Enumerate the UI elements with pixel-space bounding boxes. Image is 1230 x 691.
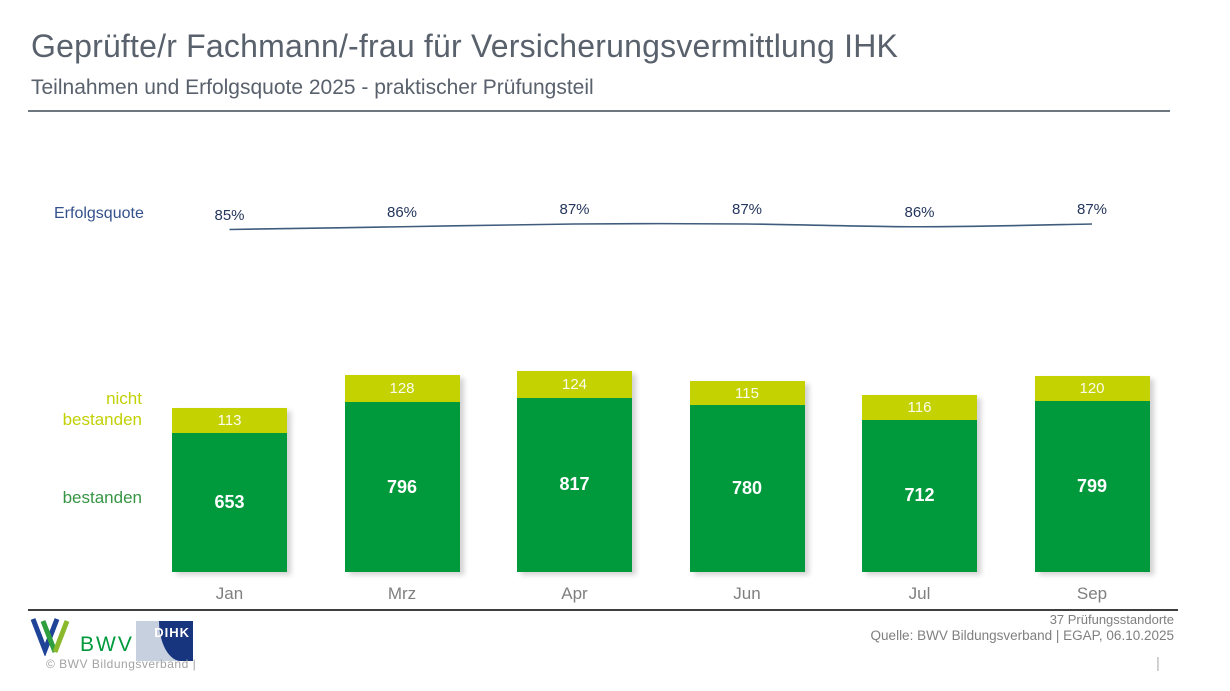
copyright-note: © BWV Bildungsverband |	[46, 657, 197, 671]
x-axis-label: Apr	[561, 584, 588, 603]
bar-segment-nicht-bestanden: 113	[172, 408, 287, 433]
line-value-label: 87%	[559, 201, 590, 218]
page-number-divider: |	[1156, 655, 1160, 672]
bar-segment-nicht-bestanden: 128	[344, 374, 460, 403]
x-axis-label: Mrz	[387, 584, 417, 603]
bar-segment-bestanden: 780	[689, 405, 805, 572]
source-note: Quelle: BWV Bildungsverband | EGAP, 06.1…	[870, 628, 1174, 643]
footer-divider	[28, 609, 1178, 611]
stacked-bar-Jul: 116 712	[862, 395, 977, 572]
bar-segment-bestanden: 712	[862, 419, 977, 572]
bar-segment-nicht-bestanden: 120	[1034, 375, 1150, 402]
stacked-bar-Jan: 113 653	[172, 408, 287, 572]
stacked-bar-Apr: 124 817	[517, 371, 632, 572]
bar-segment-bestanden: 796	[344, 402, 460, 572]
bar-segment-nicht-bestanden: 115	[689, 380, 805, 406]
line-value-label: 87%	[1076, 201, 1108, 218]
dihk-logo: DIHK	[136, 621, 193, 661]
stacked-bar-Jun: 115 780	[689, 380, 805, 572]
stacked-bar-Sep: 120 799	[1034, 375, 1150, 572]
stacked-bar-Mrz: 128 796	[344, 374, 460, 572]
dihk-logo-text: DIHK	[154, 625, 190, 640]
x-axis-label: Jun	[733, 584, 761, 603]
x-axis-label: Jul	[908, 584, 931, 603]
line-value-label: 87%	[731, 201, 763, 218]
x-axis-label: Jan	[215, 584, 244, 603]
x-axis-label: Sep	[1076, 584, 1108, 603]
bwv-logo-text: BWV	[80, 633, 134, 656]
bar-segment-nicht-bestanden: 124	[517, 371, 632, 398]
page-title: Geprüfte/r Fachmann/-frau für Versicheru…	[31, 28, 899, 64]
bar-segment-bestanden: 799	[1034, 401, 1150, 572]
bar-segment-nicht-bestanden: 116	[862, 395, 977, 420]
line-value-label: 86%	[386, 203, 418, 221]
bwv-logo: BWV	[30, 616, 150, 658]
legend-nicht-bestanden: nicht bestanden	[62, 389, 142, 429]
bar-segment-bestanden: 653	[172, 432, 287, 572]
page-subtitle: Teilnahmen und Erfolgsquote 2025 - prakt…	[31, 76, 594, 99]
bwv-logo-icon	[30, 618, 70, 657]
header-divider	[28, 110, 1170, 112]
standorte-note: 37 Prüfungsstandorte	[1049, 612, 1174, 627]
erfolgsquote-line	[229, 222, 1093, 231]
bar-segment-bestanden: 817	[517, 397, 632, 572]
line-value-label: 86%	[904, 203, 935, 221]
line-series-label: Erfolgsquote	[54, 205, 144, 222]
legend-bestanden: bestanden	[62, 488, 142, 507]
line-value-label: 85%	[214, 206, 245, 224]
